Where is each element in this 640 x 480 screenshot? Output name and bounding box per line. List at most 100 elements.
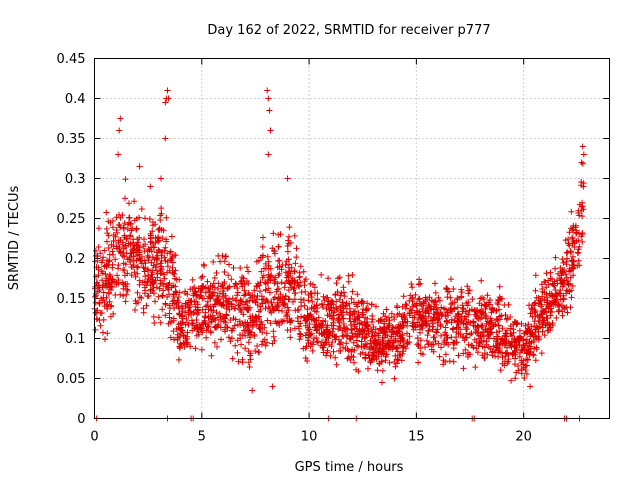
data-point [336,341,343,348]
data-point [228,301,235,308]
data-point [497,367,504,374]
data-point [257,288,263,295]
data-point [369,319,375,325]
data-point [541,296,548,303]
data-point [561,278,568,284]
data-point [154,274,161,281]
data-point [437,310,444,317]
data-point [136,163,143,170]
data-point [444,309,451,316]
data-point [225,334,232,341]
data-point [495,333,501,340]
data-point [157,319,164,326]
data-point [251,287,258,294]
data-point [258,319,265,325]
data-point [311,317,318,324]
data-point [269,383,276,390]
data-point [207,328,214,335]
data-point [131,269,138,276]
data-point [112,256,119,263]
data-point [552,265,559,272]
data-point [297,263,304,270]
data-point [371,340,378,347]
data-point [476,300,483,307]
data-point [390,331,397,338]
data-point [530,337,537,343]
data-point [301,302,308,309]
data-point [362,314,369,321]
data-point [149,287,156,294]
data-point [234,321,241,328]
data-point [145,257,152,263]
data-point [435,340,442,347]
data-point [199,273,206,280]
data-point [415,359,422,366]
data-point [284,175,291,182]
data-point [138,258,145,264]
data-point [451,339,458,346]
data-point [547,269,554,276]
data-point [240,311,247,318]
data-point [271,247,277,254]
data-point [395,338,402,345]
data-point [493,329,500,336]
data-point [402,301,409,308]
data-point [467,331,473,338]
data-point [268,299,275,306]
data-point [261,324,268,331]
data-point [153,284,160,291]
data-point [193,324,200,331]
data-point [462,334,469,341]
data-point [199,306,206,313]
data-point [162,99,169,106]
data-point [204,298,211,305]
data-point [539,321,546,328]
data-point [105,289,112,296]
data-point [449,299,456,306]
data-point [560,304,567,311]
data-point [170,270,177,277]
data-point [309,347,316,354]
data-point [184,291,191,298]
data-point [540,317,547,324]
data-point [144,293,151,300]
data-point [355,309,362,316]
data-point [406,297,413,304]
data-point [221,258,228,265]
data-point [335,275,341,282]
data-point [333,361,340,368]
data-point [527,349,533,356]
data-point [274,280,281,287]
data-point [225,272,232,279]
data-point [205,314,212,321]
data-point [536,313,543,320]
data-point [578,159,585,166]
data-point [576,230,583,237]
data-point [394,303,400,309]
data-point [249,319,256,326]
data-point [556,307,562,313]
data-point [175,321,182,328]
data-point [349,272,356,278]
data-point [293,245,300,252]
data-point [438,332,444,339]
data-point [417,301,424,307]
data-point [444,335,451,341]
data-point [162,135,169,142]
data-point [318,271,325,278]
data-point [237,332,243,338]
data-point [166,314,173,321]
data-point [323,326,330,333]
data-point [354,303,361,310]
data-point [532,308,539,315]
data-point [569,283,576,289]
data-point [201,262,208,269]
data-point [211,339,218,346]
y-tick-label: 0.15 [57,292,86,307]
data-point [237,307,244,313]
data-point [383,325,390,332]
data-point [257,254,264,261]
data-point [326,329,333,335]
data-point [100,254,107,261]
data-point [447,306,454,313]
